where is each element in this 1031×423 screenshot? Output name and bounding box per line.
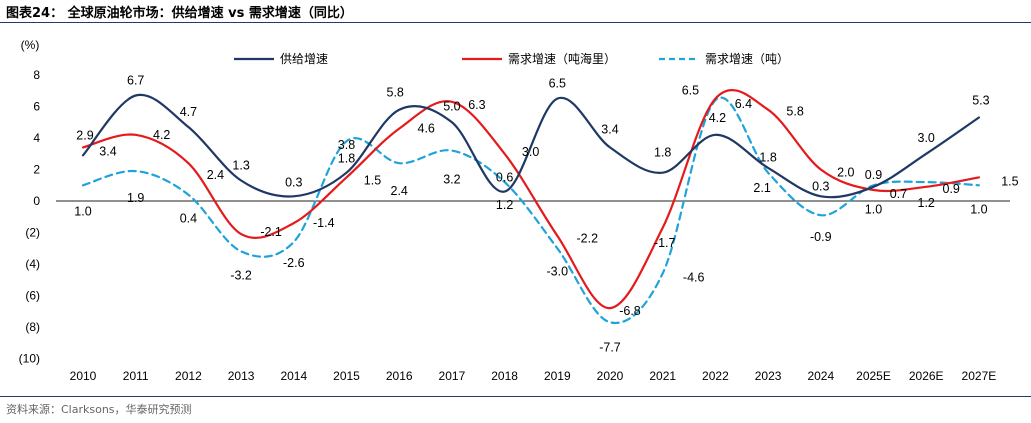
data-label: 0.4 <box>180 212 197 226</box>
data-label: 3.8 <box>338 138 355 152</box>
data-label: -4.6 <box>683 270 705 284</box>
x-tick-label: 2020 <box>597 369 624 383</box>
data-label: 1.2 <box>496 198 513 212</box>
data-label: -1.7 <box>654 236 676 250</box>
data-label: 2.0 <box>837 166 854 180</box>
footer-rule <box>0 396 1031 397</box>
data-label: 2.4 <box>391 184 408 198</box>
title-rule <box>0 22 1031 23</box>
y-tick-label: (8) <box>25 320 40 334</box>
x-tick-label: 2011 <box>123 369 149 383</box>
legend-label: 供给增速 <box>280 52 328 66</box>
x-tick-label: 2012 <box>175 369 202 383</box>
series-line-1 <box>81 93 980 199</box>
y-tick-label: (2) <box>25 226 40 240</box>
data-label: 3.4 <box>99 144 116 158</box>
data-label: 5.8 <box>786 105 803 119</box>
chart-title: 图表24： 全球原油轮市场：供给增速 vs 需求增速（同比） <box>6 6 353 21</box>
data-label: 4.7 <box>180 105 197 119</box>
x-tick-label: 2010 <box>70 369 97 383</box>
data-label: 6.7 <box>127 73 144 87</box>
x-tick-label: 2023 <box>755 369 782 383</box>
data-label: -6.8 <box>619 304 641 318</box>
data-label: 1.0 <box>74 204 91 218</box>
data-label: 0.9 <box>865 168 882 182</box>
y-tick-label: (10) <box>19 352 40 366</box>
data-label: 0.3 <box>285 175 302 189</box>
data-label: -1.4 <box>313 216 335 230</box>
data-label: 6.3 <box>468 98 485 112</box>
data-label: 1.5 <box>364 173 381 187</box>
y-tick-label: 2 <box>33 163 40 177</box>
data-label: 6.5 <box>682 84 699 98</box>
data-label: 0.7 <box>890 187 907 201</box>
data-label: 3.0 <box>918 131 935 145</box>
data-label: -3.0 <box>547 264 569 278</box>
x-tick-label: 2016 <box>386 369 413 383</box>
x-tick-label: 2015 <box>333 369 360 383</box>
data-label: 1.8 <box>759 151 776 165</box>
data-label: 4.2 <box>709 111 726 125</box>
series-line-2 <box>81 88 980 310</box>
data-label: -2.6 <box>283 256 305 270</box>
y-tick-label: 0 <box>33 194 40 208</box>
y-tick-label: (4) <box>25 257 40 271</box>
data-label: -7.7 <box>599 340 621 354</box>
x-tick-label: 2024 <box>807 369 834 383</box>
data-label: 1.5 <box>1001 174 1018 188</box>
data-label: 6.5 <box>549 77 566 91</box>
data-label: -0.9 <box>810 230 832 244</box>
data-label: 6.4 <box>735 97 752 111</box>
x-tick-label: 2013 <box>228 369 255 383</box>
data-label: 5.8 <box>387 86 404 100</box>
source-note: 资料来源：Clarksons，华泰研究预测 <box>6 403 192 416</box>
y-unit-label: (%) <box>21 38 40 52</box>
x-tick-label: 2019 <box>544 369 571 383</box>
x-tick-label: 2018 <box>491 369 518 383</box>
data-label: 0.9 <box>943 182 960 196</box>
x-tick-label: 2022 <box>702 369 729 383</box>
series-line-3 <box>81 96 980 325</box>
y-tick-label: 6 <box>33 100 40 114</box>
data-label: 2.1 <box>753 181 770 195</box>
data-label: 4.6 <box>418 122 435 136</box>
data-label: 0.3 <box>812 179 829 193</box>
x-tick-label: 2026E <box>909 369 944 383</box>
data-label: -3.2 <box>230 268 252 282</box>
data-label: -2.1 <box>260 225 282 239</box>
x-tick-label: 2021 <box>649 369 676 383</box>
data-label: 3.4 <box>601 122 618 136</box>
x-tick-label: 2014 <box>280 369 307 383</box>
data-label: 1.8 <box>338 152 355 166</box>
legend-label: 需求增速（吨海里） <box>508 51 616 66</box>
data-label: 1.0 <box>970 202 987 216</box>
data-label: -2.2 <box>577 232 599 246</box>
x-tick-label: 2025E <box>856 369 891 383</box>
data-label: 3.0 <box>522 145 539 159</box>
y-tick-label: 8 <box>33 68 40 82</box>
data-label: 1.0 <box>865 202 882 216</box>
data-label: 5.3 <box>972 94 989 108</box>
x-tick-label: 2017 <box>439 369 466 383</box>
data-label: 2.9 <box>76 128 93 142</box>
data-label: 5.0 <box>443 99 460 113</box>
data-label: 1.3 <box>232 159 249 173</box>
legend-label: 需求增速（吨） <box>705 52 789 66</box>
data-label: 3.2 <box>443 173 460 187</box>
data-label: 1.8 <box>654 146 671 160</box>
data-label: 1.9 <box>127 191 144 205</box>
x-tick-label: 2027E <box>962 369 997 383</box>
data-label: 4.2 <box>153 128 170 142</box>
data-label: 2.4 <box>207 168 224 182</box>
y-tick-label: 4 <box>33 131 40 145</box>
y-tick-label: (6) <box>25 289 40 303</box>
data-label: 0.6 <box>496 171 513 185</box>
data-label: 1.2 <box>918 196 935 210</box>
